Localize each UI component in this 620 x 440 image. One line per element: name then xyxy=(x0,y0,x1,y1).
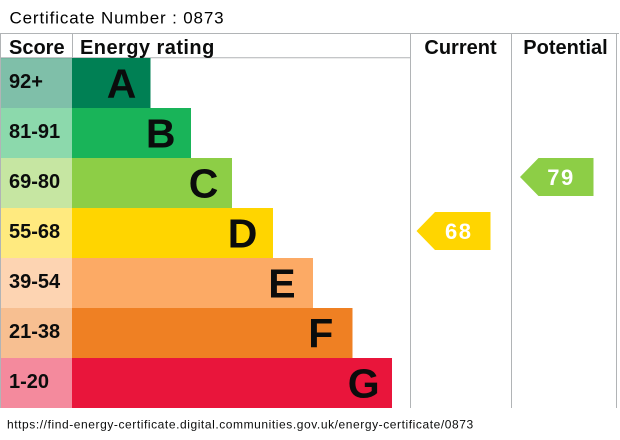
svg-text:D: D xyxy=(228,211,258,257)
svg-text:C: C xyxy=(189,161,219,207)
svg-text:G: G xyxy=(348,361,380,407)
svg-text:81-91: 81-91 xyxy=(9,121,60,143)
svg-text:Current: Current xyxy=(424,37,497,59)
svg-text:A: A xyxy=(107,61,137,107)
svg-text:69-80: 69-80 xyxy=(9,171,60,193)
svg-text:F: F xyxy=(308,311,333,357)
svg-text:Score: Score xyxy=(9,37,65,59)
svg-text:B: B xyxy=(146,111,176,157)
svg-text:E: E xyxy=(268,261,295,307)
svg-text:39-54: 39-54 xyxy=(9,271,61,293)
svg-text:https://find-energy-certificat: https://find-energy-certificate.digital.… xyxy=(7,418,474,432)
svg-text:21-38: 21-38 xyxy=(9,321,60,343)
svg-text:1-20: 1-20 xyxy=(9,371,49,393)
svg-text:55-68: 55-68 xyxy=(9,221,60,243)
svg-text:79: 79 xyxy=(547,165,574,190)
svg-text:Certificate Number : 0873: Certificate Number : 0873 xyxy=(10,9,225,28)
svg-text:92+: 92+ xyxy=(9,71,43,93)
svg-text:Potential: Potential xyxy=(523,37,607,59)
svg-text:Energy rating: Energy rating xyxy=(80,37,215,59)
svg-text:68: 68 xyxy=(445,219,472,244)
